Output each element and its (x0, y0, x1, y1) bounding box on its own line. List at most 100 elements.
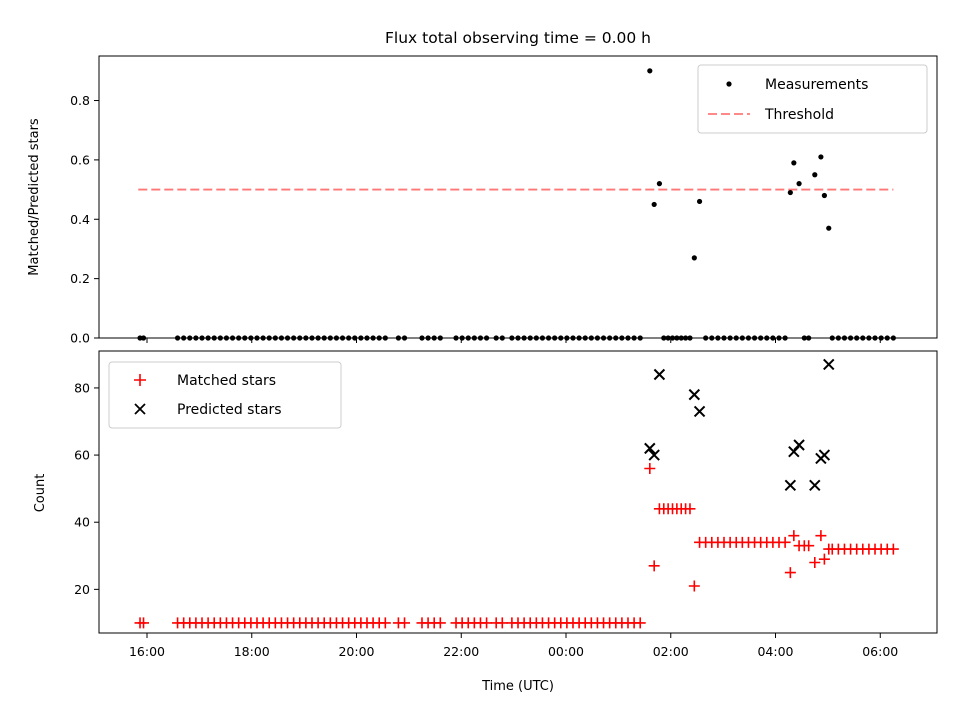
x-tick-label: 22:00 (443, 644, 479, 659)
measurement-point (570, 335, 576, 341)
measurement-point (866, 335, 872, 341)
matched-star-point (496, 617, 508, 629)
measurement-point (674, 335, 680, 341)
measurement-point (829, 335, 835, 341)
x-tick-label: 20:00 (338, 644, 374, 659)
measurement-point (751, 335, 758, 341)
predicted-star-point (653, 368, 666, 381)
measurement-point (453, 335, 459, 341)
measurement-point (229, 335, 236, 341)
measurement-point (878, 335, 884, 341)
predicted-star-point (818, 449, 831, 461)
measurement-point (527, 335, 533, 341)
measurement-point (782, 335, 788, 341)
matched-star-point (809, 557, 821, 568)
ratio-plot-legend: Measurements Threshold (697, 64, 928, 134)
measurement-point (358, 335, 364, 341)
measurement-point (211, 335, 217, 341)
matched-star-point (684, 503, 696, 515)
measurement-point (703, 335, 709, 341)
measurement-point (352, 335, 358, 341)
legend-predicted-marker (134, 403, 146, 415)
measurement-point (821, 192, 827, 199)
measurement-point (607, 335, 613, 341)
measurement-point (364, 335, 370, 341)
measurement-point (637, 335, 643, 341)
measurement-point (806, 335, 812, 341)
measurement-point (665, 335, 671, 341)
measurement-point (683, 335, 689, 341)
measurement-point (187, 335, 193, 341)
count-y-tick-label: 20 (74, 582, 90, 597)
measurement-point (327, 335, 333, 341)
measurement-point (818, 154, 824, 160)
measurement-point (619, 335, 625, 341)
measurement-point (217, 335, 223, 341)
measurement-point (477, 335, 484, 341)
x-tick-label: 00:00 (548, 644, 584, 659)
predicted-star-point (823, 358, 835, 371)
measurement-point (236, 335, 242, 341)
measurement-point (594, 335, 601, 341)
measurement-point (539, 335, 546, 341)
measurement-point (872, 335, 878, 341)
measurement-point (266, 335, 272, 341)
measurement-point (419, 335, 425, 341)
matched-star-point (815, 530, 827, 542)
measurement-point (459, 335, 465, 341)
measurement-point (739, 335, 745, 341)
measurement-point (715, 335, 721, 341)
ratio-plot-y-label: Matched/Predicted stars (27, 118, 42, 276)
legend-matched-marker (134, 374, 146, 386)
measurement-point (437, 335, 443, 341)
measurement-point (509, 335, 515, 341)
measurement-point (656, 181, 663, 187)
ratio-plot-y-axis: 0.0 0.2 0.4 0.6 0.8 (70, 93, 99, 346)
measurement-point (278, 335, 285, 341)
measurement-point (465, 335, 471, 341)
measurement-point (376, 335, 382, 341)
predicted-star-point (688, 388, 701, 401)
x-tick-label: 02:00 (653, 644, 689, 659)
measurement-point (647, 68, 653, 74)
ratio-plot: 0.00.20.40.60.8 Matched/Predicted stars … (27, 55, 938, 346)
legend-predicted-label: Predicted stars (177, 402, 282, 418)
measurement-point (181, 335, 187, 341)
ratio-y-tick-label: 0.2 (70, 271, 90, 286)
predicted-star-point (648, 449, 660, 461)
count-plot: 16:00 18:00 20:00 22:00 00:00 02:00 04:00 06:00… (33, 350, 938, 694)
measurement-point (696, 198, 703, 205)
predicted-star-point (793, 439, 805, 451)
measurements-series (137, 68, 896, 341)
measurement-point (625, 335, 631, 341)
measurement-point (315, 335, 321, 341)
measurement-point (588, 335, 594, 341)
measurement-point (770, 335, 776, 341)
matched-star-point (887, 543, 899, 555)
measurement-point (582, 335, 588, 341)
measurement-point (835, 335, 841, 341)
matched-star-point (644, 463, 656, 474)
chart-title: Flux total observing time = 0.00 h (385, 29, 651, 47)
measurement-point (254, 335, 260, 341)
measurement-point (631, 335, 637, 341)
predicted-star-point (644, 442, 656, 455)
x-tick-label: 04:00 (757, 644, 793, 659)
measurement-point (425, 335, 431, 341)
measurement-point (193, 335, 199, 341)
measurement-point (471, 335, 477, 341)
predicted-stars-series (644, 358, 835, 491)
legend-matched-label: Matched stars (177, 373, 276, 389)
matched-star-point (688, 580, 700, 592)
count-plot-x-axis: 16:00 18:00 20:00 22:00 00:00 02:00 04:00 06:00 (129, 633, 898, 659)
measurement-point (552, 335, 558, 341)
matched-star-point (481, 617, 493, 629)
measurement-point (776, 335, 782, 341)
matched-star-point (634, 617, 646, 629)
measurement-point (370, 335, 376, 341)
measurement-point (382, 335, 388, 341)
measurement-point (721, 335, 727, 341)
count-y-tick-label: 40 (74, 515, 90, 530)
measurement-point (576, 335, 582, 341)
measurement-point (309, 335, 315, 341)
